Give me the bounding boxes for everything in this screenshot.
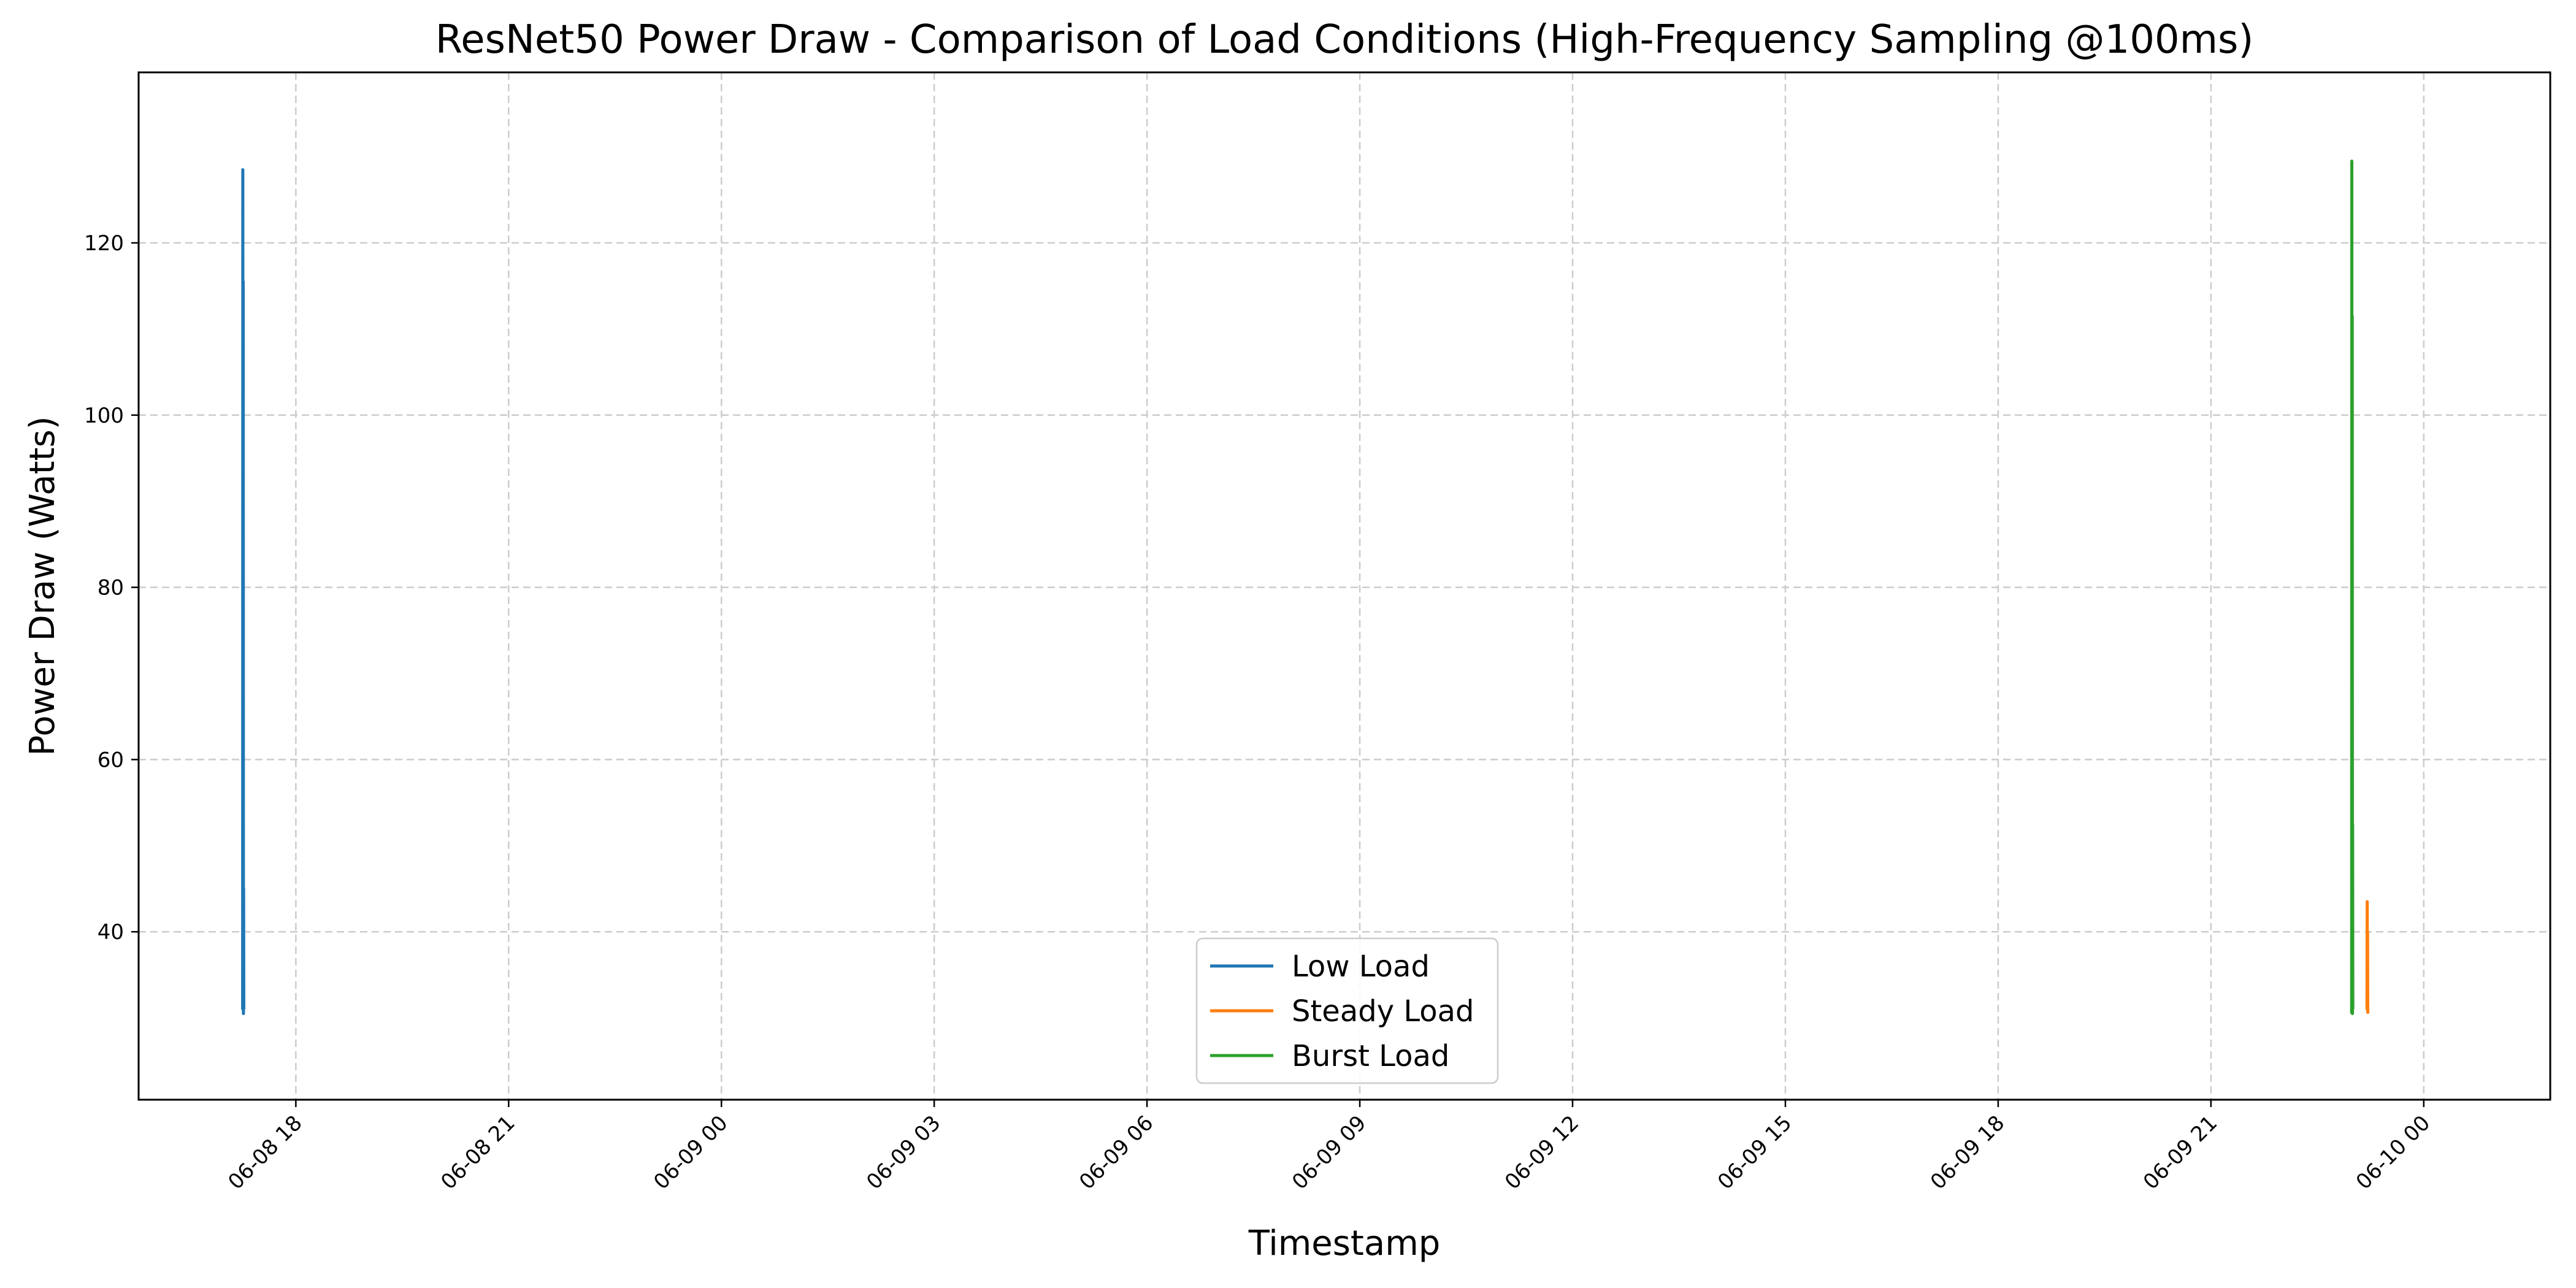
x-axis-title: Timestamp <box>1248 1224 1441 1263</box>
y-tick-label: 120 <box>84 231 124 256</box>
series-layer <box>241 159 2369 1016</box>
grid-layer <box>139 72 2550 1100</box>
y-tick-label: 60 <box>98 748 124 772</box>
legend-label-low-load: Low Load <box>1292 949 1430 984</box>
legend: Low Load Steady Load Burst Load <box>1195 937 1499 1084</box>
y-tick-label: 100 <box>84 404 124 428</box>
chart-title: ResNet50 Power Draw - Comparison of Load… <box>435 17 2254 63</box>
legend-label-steady-load: Steady Load <box>1292 994 1474 1029</box>
series-line-low-load <box>241 168 245 1016</box>
y-tick-label: 80 <box>98 576 124 600</box>
plot-frame <box>137 71 2551 1101</box>
y-tick-label: 40 <box>98 920 124 945</box>
y-axis-title: Power Draw (Watts) <box>23 416 63 756</box>
legend-box <box>1195 937 1499 1084</box>
series-line-burst-load <box>2350 159 2355 1016</box>
legend-label-burst-load: Burst Load <box>1292 1039 1449 1073</box>
